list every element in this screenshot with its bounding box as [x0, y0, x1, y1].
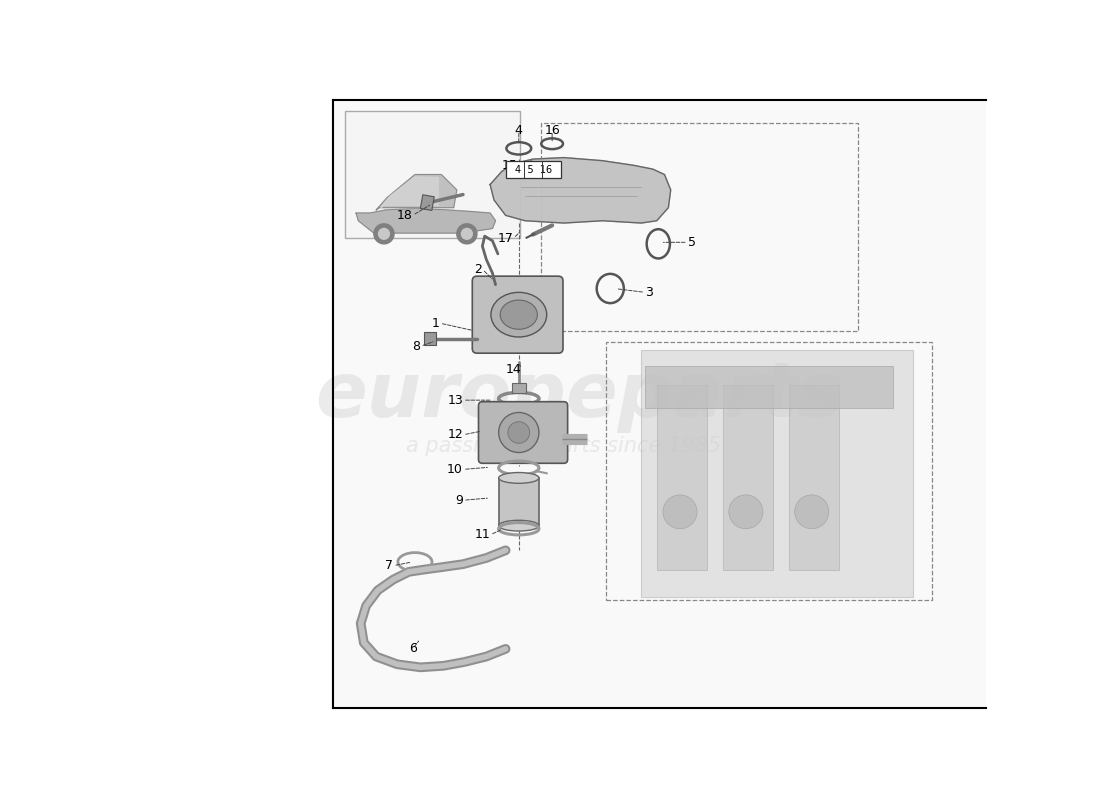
Circle shape [462, 229, 472, 239]
Bar [657, 385, 707, 570]
Text: 18: 18 [397, 209, 412, 222]
Bar [641, 350, 913, 597]
Text: 5: 5 [688, 236, 695, 249]
Text: 17: 17 [497, 232, 514, 245]
Circle shape [729, 495, 763, 529]
Bar [789, 385, 839, 570]
Text: 13: 13 [448, 394, 463, 406]
Text: 15: 15 [502, 159, 517, 172]
Bar [723, 385, 773, 570]
Bar [498, 478, 539, 526]
Polygon shape [491, 158, 671, 223]
Bar [420, 194, 434, 210]
Circle shape [378, 229, 389, 239]
Text: 4: 4 [515, 124, 522, 137]
Bar [425, 332, 436, 346]
Text: 16: 16 [544, 124, 560, 137]
Bar [331, 100, 986, 708]
Text: a passion for parts since 1985: a passion for parts since 1985 [406, 436, 722, 456]
FancyBboxPatch shape [472, 276, 563, 353]
Circle shape [663, 495, 697, 529]
Text: 4  5  16: 4 5 16 [515, 165, 552, 175]
Ellipse shape [500, 300, 538, 330]
Ellipse shape [498, 520, 539, 531]
Bar [540, 123, 858, 331]
Bar [506, 162, 561, 178]
Text: 10: 10 [447, 463, 463, 476]
Bar [512, 383, 526, 394]
Text: europeparts: europeparts [315, 359, 844, 434]
Bar [606, 342, 932, 600]
Text: 1: 1 [432, 317, 440, 330]
Circle shape [498, 413, 539, 453]
Ellipse shape [491, 292, 547, 337]
Polygon shape [356, 209, 495, 233]
Text: 14: 14 [505, 363, 521, 376]
Text: 3: 3 [645, 286, 653, 299]
Text: 6: 6 [409, 642, 417, 655]
Bar [645, 366, 893, 408]
Circle shape [508, 422, 530, 443]
Text: 9: 9 [455, 494, 463, 506]
Text: 7: 7 [385, 559, 394, 572]
Circle shape [794, 495, 828, 529]
Bar [345, 111, 519, 238]
Circle shape [456, 224, 477, 244]
FancyBboxPatch shape [478, 402, 568, 463]
Polygon shape [381, 177, 438, 208]
Text: 2: 2 [474, 262, 483, 276]
Circle shape [374, 224, 394, 244]
Text: 12: 12 [448, 428, 463, 442]
Ellipse shape [498, 473, 539, 483]
Text: 11: 11 [474, 529, 491, 542]
Bar [138, 96, 331, 712]
Text: 8: 8 [412, 340, 420, 353]
Polygon shape [376, 174, 456, 210]
